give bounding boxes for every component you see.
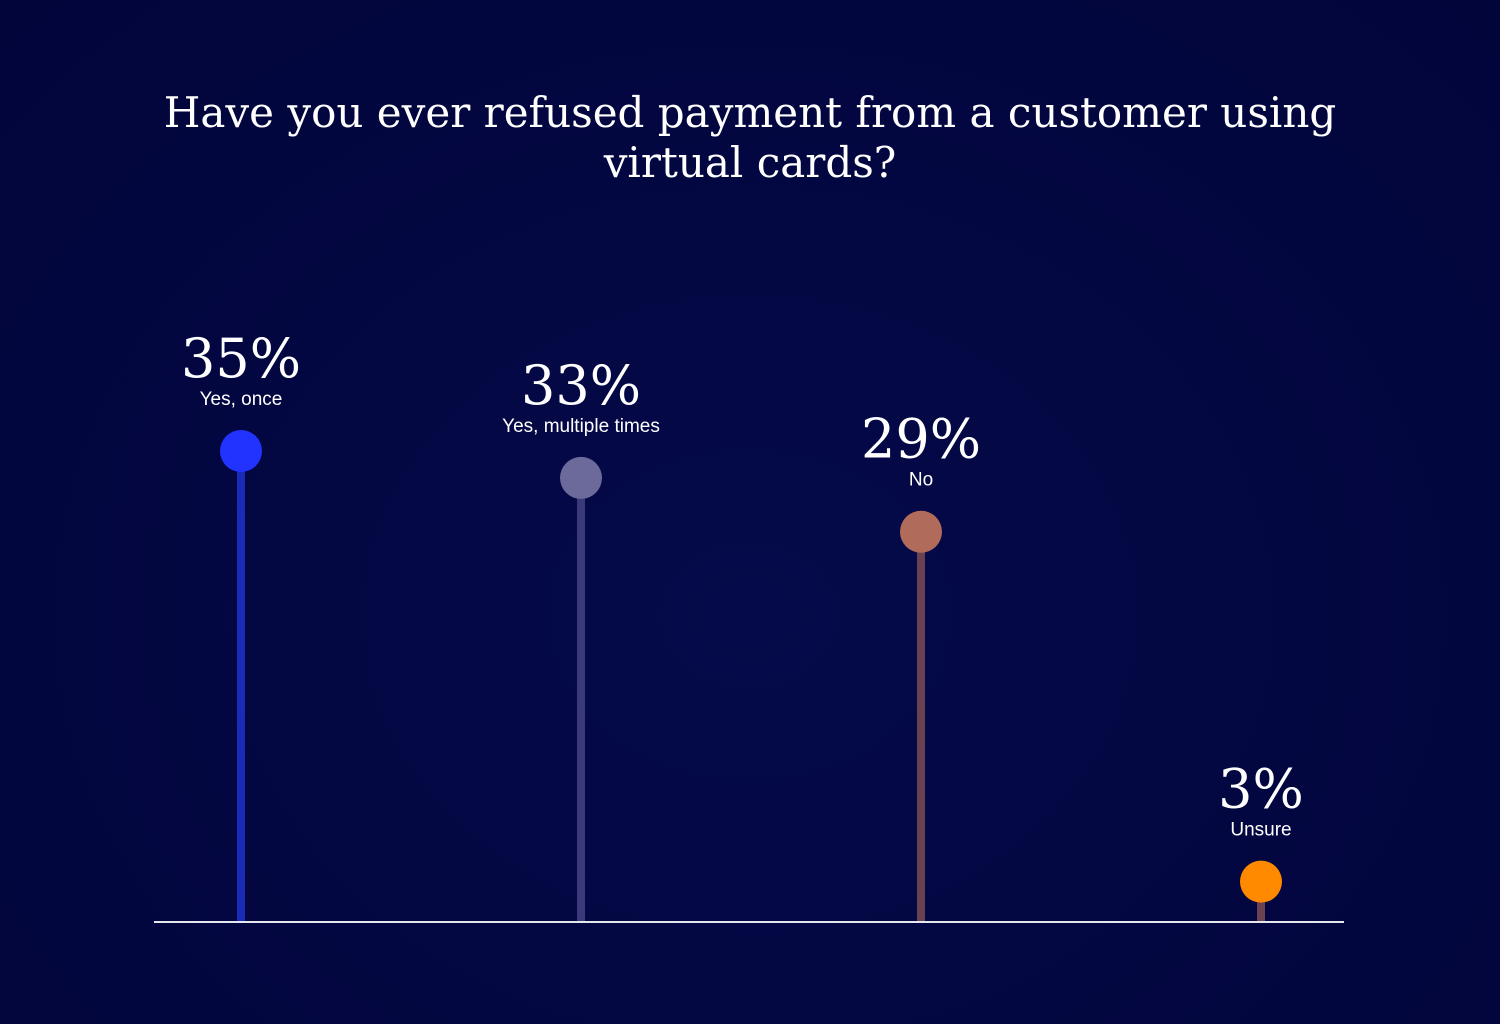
value-label: 33% (521, 354, 641, 417)
lollipop-dot (900, 510, 942, 553)
lollipop-dot (560, 456, 602, 499)
category-label: No (909, 470, 933, 491)
value-label: 3% (1218, 758, 1304, 821)
chart-marks: 35%Yes, once 33%Yes, multiple times 29%No 3… (181, 327, 1304, 922)
chart-title-line-1: Have you ever refused payment from a cus… (163, 88, 1337, 137)
lollipop-dot (1240, 860, 1282, 903)
category-label: Unsure (1230, 820, 1291, 841)
value-label: 35% (181, 327, 301, 390)
chart-title-line-2: virtual cards? (603, 138, 897, 187)
category-label: Yes, once (200, 389, 283, 410)
lollipop-dot (220, 430, 262, 472)
value-label: 29% (861, 408, 981, 471)
chart-title: Have you ever refused payment from a cus… (150, 88, 1350, 188)
category-label: Yes, multiple times (502, 416, 660, 437)
